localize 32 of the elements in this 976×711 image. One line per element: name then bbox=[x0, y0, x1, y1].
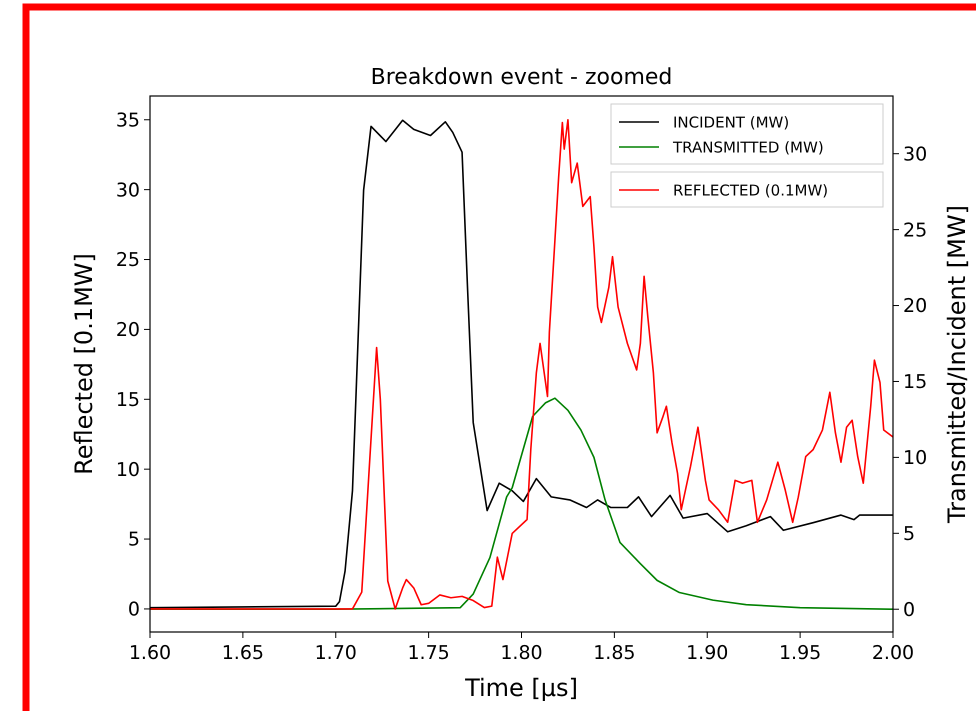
y-axis-title: Reflected [0.1MW] bbox=[70, 253, 98, 475]
x-tick-label: 1.60 bbox=[128, 642, 172, 664]
x-tick-label: 2.00 bbox=[872, 642, 914, 664]
y2-axis-title: Transmitted/Incident [MW] bbox=[943, 205, 971, 524]
y2-tick-label: 5 bbox=[903, 522, 916, 545]
y-tick-label: 5 bbox=[128, 528, 140, 551]
legend-label: INCIDENT (MW) bbox=[673, 113, 790, 132]
y-tick-label: 10 bbox=[116, 458, 140, 481]
x-tick-label: 1.65 bbox=[222, 642, 264, 664]
y-tick-label: 25 bbox=[116, 249, 140, 272]
x-axis-title: Time [μs] bbox=[464, 674, 578, 702]
y2-tick-label: 30 bbox=[903, 143, 928, 166]
x-tick-label: 1.95 bbox=[778, 642, 822, 664]
y2-tick-label: 20 bbox=[903, 295, 928, 318]
chart-title: Breakdown event - zoomed bbox=[370, 65, 672, 90]
y-tick-label: 35 bbox=[116, 109, 140, 132]
legend-label: REFLECTED (0.1MW) bbox=[673, 181, 828, 200]
y-tick-label: 20 bbox=[116, 319, 140, 342]
y2-tick-label: 25 bbox=[903, 219, 928, 242]
legend-label: TRANSMITTED (MW) bbox=[672, 138, 824, 156]
x-tick-label: 1.80 bbox=[500, 642, 543, 664]
x-tick-label: 1.70 bbox=[314, 642, 357, 664]
x-tick-label: 1.90 bbox=[686, 642, 728, 664]
y2-tick-label: 0 bbox=[903, 598, 916, 621]
y-tick-label: 15 bbox=[116, 388, 140, 411]
y-tick-label: 0 bbox=[128, 598, 140, 621]
line-series bbox=[150, 397, 893, 610]
y-tick-label: 30 bbox=[116, 179, 140, 202]
y2-tick-label: 10 bbox=[903, 447, 928, 470]
x-tick-label: 1.75 bbox=[407, 642, 450, 664]
x-tick-label: 1.85 bbox=[593, 642, 636, 664]
y2-tick-label: 15 bbox=[903, 371, 928, 394]
